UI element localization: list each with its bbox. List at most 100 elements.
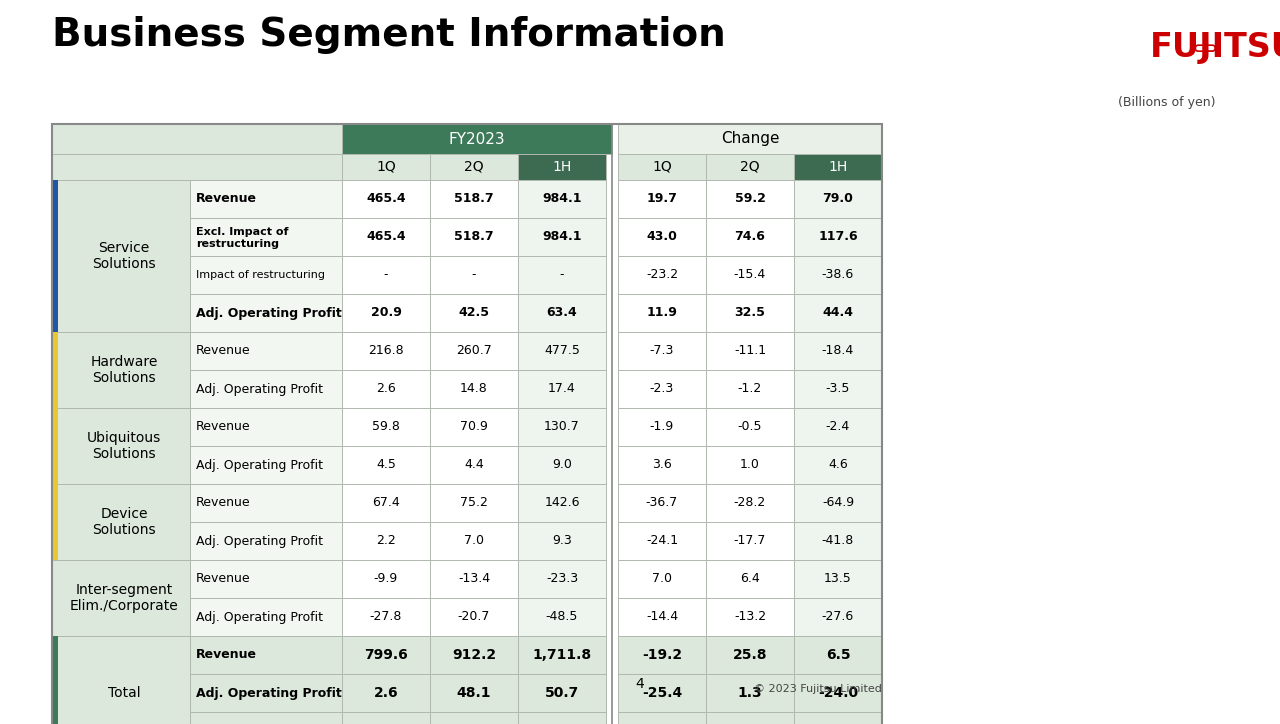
Bar — [618, 522, 707, 560]
Text: 518.7: 518.7 — [454, 230, 494, 243]
Text: Adj. Operating Profit: Adj. Operating Profit — [196, 610, 323, 623]
Text: -1.2: -1.2 — [737, 382, 762, 395]
Bar — [430, 154, 518, 180]
Text: 6.5: 6.5 — [826, 648, 850, 662]
Bar — [342, 370, 430, 408]
Bar — [707, 522, 794, 560]
Bar — [794, 446, 882, 484]
Bar — [518, 154, 605, 180]
Text: 1Q: 1Q — [376, 160, 396, 174]
Text: -24.0: -24.0 — [818, 686, 858, 700]
Bar — [430, 218, 518, 256]
Bar — [618, 154, 707, 180]
Bar — [707, 712, 794, 724]
Bar — [430, 598, 518, 636]
Bar — [618, 294, 707, 332]
Text: 465.4: 465.4 — [366, 230, 406, 243]
Text: -9.9: -9.9 — [374, 573, 398, 586]
Bar — [794, 484, 882, 522]
Text: FY2023: FY2023 — [449, 132, 506, 146]
Text: 1H: 1H — [553, 160, 572, 174]
Bar — [342, 636, 430, 674]
Text: 59.8: 59.8 — [372, 421, 399, 434]
Bar — [794, 408, 882, 446]
Bar — [618, 370, 707, 408]
Bar — [618, 332, 707, 370]
Bar — [189, 332, 342, 370]
Bar — [794, 256, 882, 294]
Bar — [794, 154, 882, 180]
Bar — [794, 674, 882, 712]
Text: 2.2: 2.2 — [376, 534, 396, 547]
Text: 43.0: 43.0 — [646, 230, 677, 243]
Text: -14.4: -14.4 — [646, 610, 678, 623]
Text: 1H: 1H — [828, 160, 847, 174]
Bar — [52, 332, 58, 408]
Bar — [430, 522, 518, 560]
Text: Service
Solutions: Service Solutions — [92, 241, 156, 271]
Bar — [518, 484, 605, 522]
Text: Excl. Impact of: Excl. Impact of — [196, 227, 288, 237]
Bar — [342, 598, 430, 636]
Text: 75.2: 75.2 — [460, 497, 488, 510]
Text: Total: Total — [108, 686, 141, 700]
Text: -24.1: -24.1 — [646, 534, 678, 547]
Bar — [189, 674, 342, 712]
Bar — [518, 674, 605, 712]
Bar — [518, 370, 605, 408]
Text: 1.0: 1.0 — [740, 458, 760, 471]
Text: -: - — [472, 269, 476, 282]
Text: Hardware
Solutions: Hardware Solutions — [91, 355, 157, 385]
Text: 2Q: 2Q — [465, 160, 484, 174]
Text: 19.7: 19.7 — [646, 193, 677, 206]
Bar — [618, 598, 707, 636]
Bar — [707, 674, 794, 712]
Text: -2.4: -2.4 — [826, 421, 850, 434]
Bar — [189, 180, 342, 218]
Bar — [52, 636, 58, 724]
Text: 50.7: 50.7 — [545, 686, 579, 700]
Bar — [518, 332, 605, 370]
Bar — [342, 256, 430, 294]
Bar — [707, 446, 794, 484]
Bar — [342, 124, 612, 154]
Text: -25.4: -25.4 — [641, 686, 682, 700]
Bar — [618, 218, 707, 256]
Bar — [430, 712, 518, 724]
Text: Impact of restructuring: Impact of restructuring — [196, 270, 325, 280]
Bar — [518, 294, 605, 332]
Text: 74.6: 74.6 — [735, 230, 765, 243]
Text: -17.7: -17.7 — [733, 534, 767, 547]
Bar — [189, 560, 342, 598]
Bar — [430, 636, 518, 674]
Text: Device
Solutions: Device Solutions — [92, 507, 156, 537]
Bar — [52, 408, 58, 484]
Bar — [794, 218, 882, 256]
Text: -27.8: -27.8 — [370, 610, 402, 623]
Bar — [342, 674, 430, 712]
Bar — [794, 712, 882, 724]
Bar — [518, 256, 605, 294]
Text: -23.3: -23.3 — [547, 573, 579, 586]
Text: 799.6: 799.6 — [364, 648, 408, 662]
Bar — [342, 154, 430, 180]
Bar — [707, 560, 794, 598]
Text: Revenue: Revenue — [196, 421, 251, 434]
Bar — [342, 294, 430, 332]
Text: 912.2: 912.2 — [452, 648, 497, 662]
Text: 130.7: 130.7 — [544, 421, 580, 434]
Bar — [518, 636, 605, 674]
Bar — [794, 560, 882, 598]
Text: -: - — [384, 269, 388, 282]
Text: -23.2: -23.2 — [646, 269, 678, 282]
Bar — [518, 598, 605, 636]
Text: ⊂⊃: ⊂⊃ — [1192, 41, 1217, 56]
Text: 48.1: 48.1 — [457, 686, 492, 700]
Text: 70.9: 70.9 — [460, 421, 488, 434]
Bar — [430, 370, 518, 408]
Bar — [707, 256, 794, 294]
Bar — [794, 636, 882, 674]
Text: Adj. Operating Profit: Adj. Operating Profit — [196, 686, 342, 699]
Text: 20.9: 20.9 — [371, 306, 402, 319]
Text: 13.5: 13.5 — [824, 573, 852, 586]
